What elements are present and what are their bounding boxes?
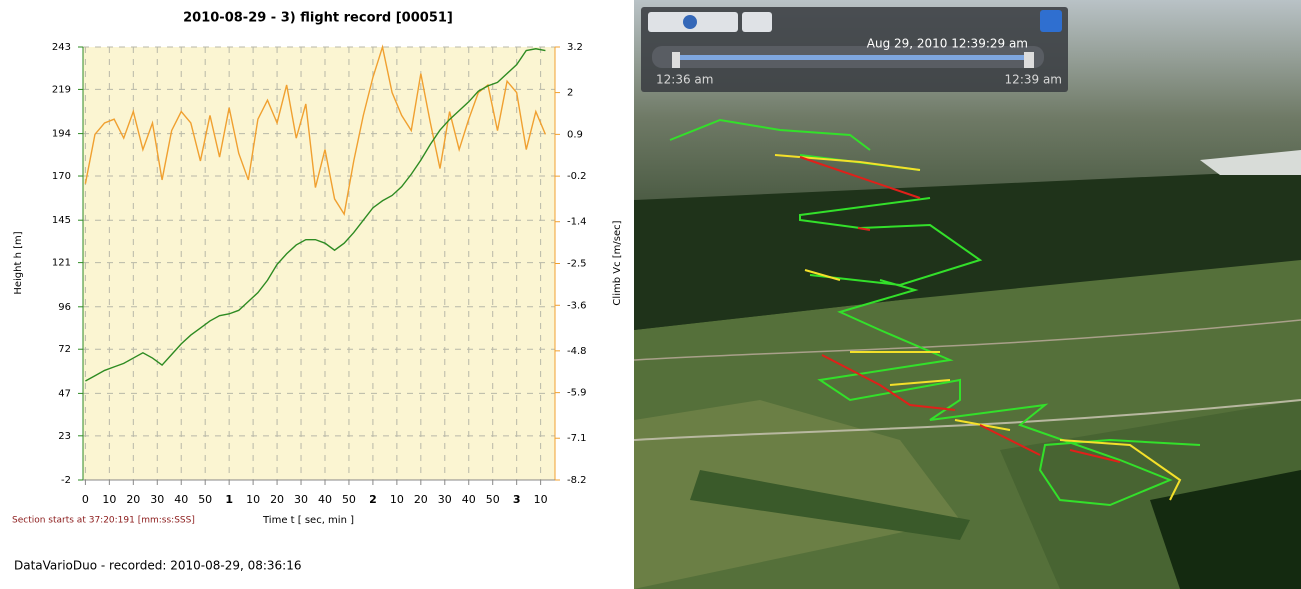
x-tick-label: 10 — [102, 493, 116, 506]
x-tick-label: 20 — [126, 493, 140, 506]
x-tick-label: 30 — [150, 493, 164, 506]
y2-tick-label: 0.9 — [567, 129, 583, 140]
x-tick-label: 0 — [82, 493, 89, 506]
y-tick-label: 96 — [58, 302, 71, 313]
y2-tick-label: -0.2 — [567, 171, 587, 182]
y2-tick-label: -4.8 — [567, 346, 587, 357]
y2-tick-label: -2.5 — [567, 259, 587, 270]
x-label: Time t [ sec, min ] — [262, 515, 354, 526]
current-time: Aug 29, 2010 12:39:29 am — [867, 37, 1028, 51]
y2-label: Climb Vc [m/sec] — [612, 220, 623, 305]
x-tick-label: 50 — [342, 493, 356, 506]
y-tick-label: -2 — [61, 475, 71, 486]
y-tick-label: 243 — [52, 42, 71, 53]
lines — [84, 44, 547, 382]
x-tick-label: 30 — [294, 493, 308, 506]
y-tick-label: 219 — [52, 84, 71, 95]
y-tick-label: 121 — [52, 258, 71, 269]
series-line — [84, 44, 547, 217]
chart-title: 2010-08-29 - 3) flight record [00051] — [183, 11, 453, 26]
y2-tick-label: -8.2 — [567, 475, 587, 486]
y-tick-label: 47 — [58, 388, 71, 399]
y2-tick-label: -3.6 — [567, 300, 587, 311]
grid — [83, 46, 555, 481]
series-line — [85, 48, 546, 382]
x-tick-label: 50 — [486, 493, 500, 506]
plot-area — [83, 47, 555, 480]
y-tick-label: 72 — [58, 344, 71, 355]
section-note: Section starts at 37:20:191 [mm:ss:SSS] — [12, 516, 195, 526]
x-tick-label: 2 — [369, 493, 377, 506]
y2-tick-label: -1.4 — [567, 217, 587, 228]
x-tick-label: 20 — [414, 493, 428, 506]
x-tick-label: 3 — [513, 493, 521, 506]
y2-tick-label: 2 — [567, 88, 573, 99]
x-tick-label: 10 — [246, 493, 260, 506]
x-tick-label: 20 — [270, 493, 284, 506]
y2-tick-label: 3.2 — [567, 42, 583, 53]
end-time: 12:39 am — [1005, 73, 1062, 87]
x-tick-label: 10 — [390, 493, 404, 506]
y-tick-label: 23 — [58, 431, 71, 442]
x-tick-label: 10 — [534, 493, 548, 506]
y-tick-label: 194 — [52, 129, 71, 140]
y-tick-label: 145 — [52, 215, 71, 226]
y2-tick-label: -7.1 — [567, 433, 587, 444]
x-tick-label: 40 — [174, 493, 188, 506]
x-tick-label: 50 — [198, 493, 212, 506]
start-time: 12:36 am — [656, 73, 713, 87]
y-label: Height h [m] — [13, 231, 24, 294]
x-tick-label: 1 — [225, 493, 233, 506]
earth-view — [633, 0, 1301, 589]
x-tick-label: 30 — [438, 493, 452, 506]
x-tick-label: 40 — [462, 493, 476, 506]
x-tick-label: 40 — [318, 493, 332, 506]
footer: DataVarioDuo - recorded: 2010-08-29, 08:… — [14, 559, 302, 573]
y2-tick-label: -5.9 — [567, 388, 587, 399]
y-tick-label: 170 — [52, 171, 71, 182]
